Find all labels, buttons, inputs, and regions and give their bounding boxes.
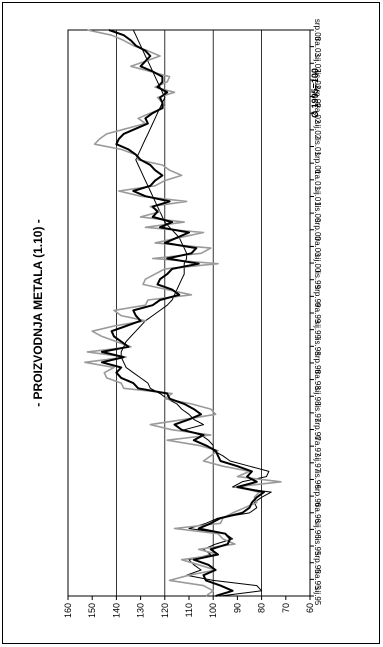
y-tick-label: 140 <box>111 603 121 618</box>
x-tick-label: lis.00 <box>313 204 322 223</box>
x-tick-label: tra.03 <box>313 36 322 57</box>
x-tick-label: lis.98 <box>313 337 322 356</box>
x-tick-label: srp.02 <box>313 85 322 108</box>
y-tick-label: 80 <box>257 603 267 613</box>
y-tick-label: 70 <box>281 603 291 613</box>
plot-area <box>67 29 311 597</box>
x-tick-label: srp.00 <box>313 219 322 242</box>
x-tick-label: srp.96 <box>313 485 322 508</box>
x-tick-label: lis.96 <box>313 470 322 489</box>
x-tick-label: tra.00 <box>313 236 322 257</box>
y-tick-label: 120 <box>160 603 170 618</box>
x-tick-label: lis.02 <box>313 71 322 90</box>
x-tick-label: tra.01 <box>313 170 322 191</box>
x-axis: sij.95tra.95srp.95lis.95sij.96tra.96srp.… <box>310 19 322 606</box>
x-tick-label: sij.95 <box>313 587 322 606</box>
y-axis: 60 70 80 90 100 110 120 130 140 150 160 <box>63 596 315 618</box>
x-tick-label: srp.03 <box>313 19 322 42</box>
chart-frame <box>2 2 380 644</box>
x-tick-label: sij.00 <box>313 254 322 273</box>
x-tick-label: srp.99 <box>313 285 322 308</box>
x-tick-label: srp.97 <box>313 418 322 441</box>
x-tick-label: tra.95 <box>313 569 322 590</box>
x-tick-label: lis.99 <box>313 270 322 289</box>
x-tick-label: tra.99 <box>313 303 322 324</box>
series-line-1 <box>120 29 272 597</box>
grid-lines <box>116 30 263 596</box>
x-tick-label: srp.95 <box>313 552 322 575</box>
y-tick-label: 60 <box>305 603 315 613</box>
x-tick-label: sij.98 <box>313 387 322 406</box>
x-tick-label: sij.02 <box>313 121 322 140</box>
x-tick-label: sij.99 <box>313 320 322 339</box>
x-tick-label: sij.01 <box>313 187 322 206</box>
y-tick-label: 130 <box>136 603 146 618</box>
y-tick-label: 90 <box>232 603 242 613</box>
y-tick-label: 160 <box>63 603 73 618</box>
x-tick-label: lis.01 <box>313 137 322 156</box>
x-tick-label: srp.98 <box>313 352 322 375</box>
x-tick-label: sij.96 <box>313 520 322 539</box>
x-tick-label: tra.02 <box>313 103 322 124</box>
x-tick-label: sij.97 <box>313 453 322 472</box>
series-line-3 <box>100 29 265 597</box>
x-tick-label: sij.03 <box>313 54 322 73</box>
y-tick-label: 110 <box>184 603 194 617</box>
y-tick-label: 150 <box>87 603 97 618</box>
x-tick-label: tra.98 <box>313 369 322 390</box>
chart-title: - PROIZVODNJA METALA (1.10) - <box>31 219 45 407</box>
x-tick-label: tra.96 <box>313 503 322 524</box>
chart-note: Ø 1995=100 <box>310 68 320 118</box>
x-tick-label: lis.97 <box>313 404 322 423</box>
series-group <box>84 29 282 597</box>
y-tick-label: 100 <box>208 603 218 618</box>
x-tick-label: lis.95 <box>313 537 322 556</box>
x-tick-label: tra.97 <box>313 436 322 457</box>
x-tick-label: srp.01 <box>313 152 322 175</box>
series-line-2 <box>84 29 282 597</box>
